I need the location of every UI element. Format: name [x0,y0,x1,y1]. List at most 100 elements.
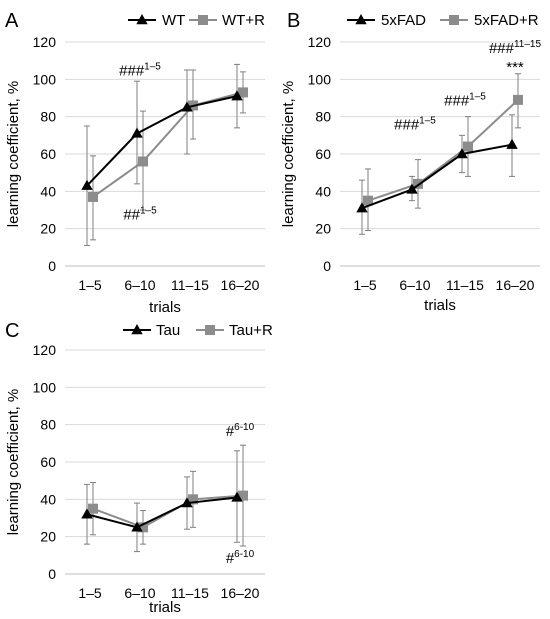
y-tick-label: 80 [40,417,56,433]
significance-annotation: #6-10 [226,549,255,567]
x-tick-label: 16–20 [496,277,535,293]
legend-marker [449,15,459,25]
y-tick-label: 100 [33,379,57,395]
data-point [363,195,373,206]
y-tick-label: 0 [48,258,56,274]
data-point [456,148,468,159]
legend-entry: WT+R [189,12,265,29]
panel-letter: C [5,320,19,342]
y-axis-title: learning coefficient, % [5,389,22,535]
series-tau-r [88,444,248,547]
y-tick-label: 20 [40,529,56,545]
x-tick-label: 11–15 [446,277,484,293]
panel-b: B 0 20 40 60 80 100 120 1–5 6–10 11–15 16–20 trials l… [280,10,541,314]
significance-annotation: ###11–15 [489,39,542,57]
y-tick-label: 40 [315,183,331,199]
x-tick-label: 1–5 [78,585,102,601]
data-point [506,138,518,149]
data-point [513,94,523,105]
legend-marker [136,14,148,25]
x-axis-title: trials [424,297,456,314]
data-point [88,503,98,514]
y-tick-label: 80 [315,109,331,125]
significance-annotation: #6-10 [226,422,255,440]
y-tick-label: 40 [40,183,56,199]
x-axis-title: trials [149,299,181,316]
x-tick-label: 1–5 [353,277,377,293]
legend-label: WT [162,12,185,29]
data-point [181,497,193,508]
series-line [361,143,513,210]
significance-annotation: ###1–5 [119,62,161,80]
legend-label: WT+R [222,12,265,29]
legend-label: 5xFAD [381,12,426,29]
y-tick-label: 60 [315,146,331,162]
y-tick-label: 120 [33,34,57,50]
y-tick-label: 0 [48,566,56,582]
data-point [413,178,423,189]
y-tick-label: 40 [40,491,56,507]
data-point [138,522,148,533]
series-tau [81,450,243,553]
series-line [86,95,238,187]
x-tick-label: 6–10 [124,585,155,601]
legend-marker [355,14,367,25]
data-point [238,490,248,501]
y-tick-label: 100 [33,71,57,87]
y-tick-label: 100 [308,71,332,87]
data-point [188,494,198,505]
series-5xfad [356,114,518,235]
x-tick-label: 6–10 [124,277,155,293]
series-line [92,91,244,198]
x-tick-label: 16–20 [221,277,260,293]
data-point [138,156,148,167]
legend-entry: Tau+R [196,322,273,339]
data-point [356,202,368,213]
y-axis-title: learning coefficient, % [5,81,22,227]
data-point [81,179,93,190]
series-line [367,99,519,202]
series-wt-r [88,69,248,241]
x-tick-label: 1–5 [78,277,102,293]
legend-label: 5xFAD+R [474,12,539,29]
legend-entry: WT [128,12,185,29]
data-point [231,491,243,502]
legend-entry: 5xFAD+R [440,12,539,29]
data-point [131,127,143,138]
y-tick-label: 20 [40,221,56,237]
significance-annotation: ###1–5 [394,116,436,134]
legend-entry: Tau [123,322,180,339]
data-point [406,183,418,194]
data-point [231,90,243,101]
x-tick-label: 11–15 [171,585,209,601]
legend-marker [131,324,143,335]
significance-annotation: ###1–5 [444,91,486,109]
legend-marker [205,325,215,335]
data-point [238,87,248,98]
legend-label: Tau+R [229,322,273,339]
data-point [181,101,193,112]
series-line [86,496,238,529]
y-tick-label: 0 [323,258,331,274]
x-axis-title: trials [149,599,181,616]
data-point [81,508,93,519]
legend-label: Tau [156,322,180,339]
x-tick-label: 6–10 [399,277,430,293]
data-point [131,521,143,532]
panel-a: A 0 20 40 60 80 100 120 1–5 6–10 11–15 16–20 trials l… [5,10,265,316]
x-tick-label: 11–15 [171,277,209,293]
legend-entry: 5xFAD [347,12,426,29]
series-wt [81,63,243,246]
y-tick-label: 60 [40,146,56,162]
significance-annotation: ##1–5 [123,205,157,223]
y-tick-label: 60 [40,454,56,470]
y-axis-title: learning coefficient, % [280,81,297,227]
y-tick-label: 80 [40,109,56,125]
legend-marker [198,15,208,25]
x-tick-label: 16–20 [221,585,260,601]
y-tick-label: 120 [33,342,57,358]
panel-letter: B [287,10,300,32]
data-point [463,141,473,152]
data-point [88,191,98,202]
